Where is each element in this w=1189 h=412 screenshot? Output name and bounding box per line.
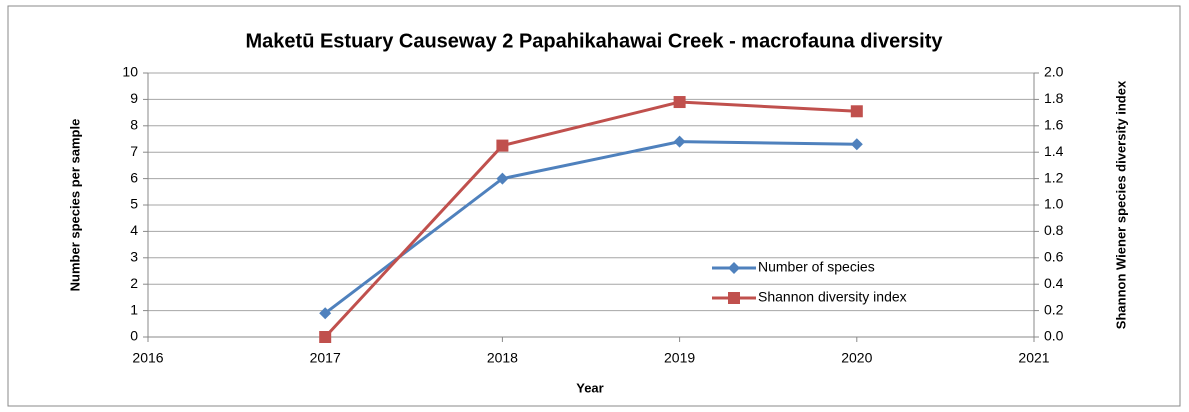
y-tick-label: 9 [130, 90, 138, 106]
y2-tick-label: 0.4 [1044, 275, 1064, 291]
point [673, 135, 686, 148]
point [850, 105, 863, 118]
y-axis-title: Number species per sample [67, 119, 82, 292]
legend-marker [728, 292, 740, 304]
point [850, 138, 863, 151]
y-tick-label: 0 [130, 328, 138, 344]
y-tick-label: 1 [130, 301, 138, 317]
series-line [324, 140, 857, 315]
point [319, 307, 332, 320]
chart-title: Maketū Estuary Causeway 2 Papahikahawai … [246, 30, 944, 52]
x-tick-label: 2017 [310, 350, 341, 366]
y-tick-label: 4 [130, 222, 138, 238]
y2-tick-label: 0.6 [1044, 249, 1064, 265]
y2-tick-label: 2.0 [1044, 64, 1064, 80]
point [496, 139, 509, 152]
y-tick-label: 6 [130, 169, 138, 185]
legend-marker [728, 262, 740, 274]
x-axis-title: Year [576, 380, 603, 395]
y-tick-label: 2 [130, 275, 138, 291]
x-tick-label: 2018 [487, 350, 518, 366]
point [673, 96, 686, 109]
y2-tick-label: 0.8 [1044, 222, 1064, 238]
y-tick-label: 7 [130, 143, 138, 159]
y2-tick-label: 1.4 [1044, 143, 1064, 159]
y2-tick-label: 0.2 [1044, 301, 1064, 317]
x-tick-label: 2019 [664, 350, 695, 366]
point [496, 172, 509, 185]
y2-tick-label: 1.2 [1044, 169, 1064, 185]
point [319, 331, 332, 343]
legend-label: Number of species [758, 259, 875, 275]
y-tick-label: 5 [130, 196, 138, 212]
x-tick-label: 2016 [132, 350, 163, 366]
legend-label: Shannon diversity index [758, 289, 907, 305]
chart-border [7, 5, 1181, 407]
y-tick-label: 10 [122, 64, 138, 80]
x-tick-label: 2020 [841, 350, 872, 366]
y2-axis-title: Shannon Wiener species diversity index [1113, 80, 1128, 329]
y2-tick-label: 0.0 [1044, 328, 1064, 344]
x-tick-label: 2021 [1018, 350, 1049, 366]
y-tick-label: 3 [130, 249, 138, 265]
y2-tick-label: 1.6 [1044, 117, 1064, 133]
series-line [324, 100, 857, 339]
y-tick-label: 8 [130, 117, 138, 133]
y2-tick-label: 1.8 [1044, 90, 1064, 106]
y2-tick-label: 1.0 [1044, 196, 1064, 212]
